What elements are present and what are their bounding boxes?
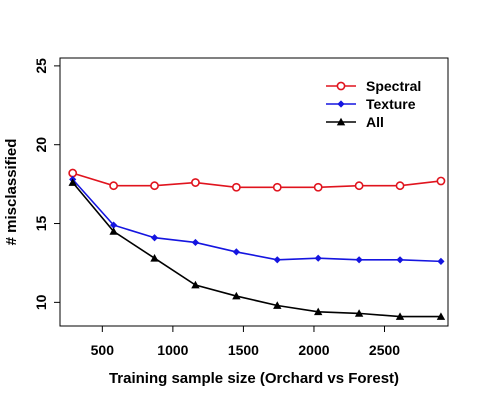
data-point-texture	[232, 248, 240, 256]
data-point-texture	[273, 256, 281, 264]
data-point-spectral	[231, 182, 241, 192]
legend-marker-all	[336, 117, 346, 126]
data-point-spectral	[272, 182, 282, 192]
data-point-all	[68, 178, 77, 186]
series-line-spectral	[72, 172, 442, 189]
x-tick-label: 2000	[298, 342, 329, 358]
legend-label-texture: Texture	[366, 96, 416, 112]
data-point-all	[273, 301, 282, 309]
data-point-texture	[110, 221, 118, 229]
data-point-all	[191, 280, 200, 289]
data-point-texture	[355, 256, 363, 264]
x-tick-label: 1500	[228, 342, 259, 358]
data-point-all	[395, 312, 405, 320]
legend-item-texture: Texture	[326, 96, 416, 112]
series-layer	[68, 168, 446, 320]
data-point-spectral	[68, 168, 78, 178]
series-all	[68, 178, 446, 320]
x-tick-label: 1000	[157, 342, 188, 358]
legend-label-all: All	[366, 114, 384, 130]
plot-frame	[59, 57, 449, 327]
data-point-all	[232, 291, 241, 300]
series-texture	[69, 175, 445, 265]
data-point-spectral	[109, 181, 119, 191]
data-point-all	[354, 309, 364, 317]
data-point-spectral	[313, 182, 323, 192]
x-tick-label: 500	[91, 342, 115, 358]
y-tick-label: 20	[33, 137, 49, 153]
series-spectral	[68, 168, 446, 192]
legend-marker-spectral	[336, 81, 346, 91]
x-tick-label: 2500	[369, 342, 400, 358]
data-point-spectral	[436, 176, 446, 186]
y-tick-label: 10	[33, 294, 49, 310]
series-line-texture	[72, 178, 441, 263]
legend-marker-texture	[337, 100, 345, 108]
data-point-texture	[396, 256, 404, 264]
data-point-texture	[437, 257, 445, 265]
y-axis: 10 15 20 25	[33, 58, 60, 310]
series-line-all	[72, 182, 441, 318]
x-axis: 500 1000 1500 2000 2500	[91, 326, 400, 358]
y-tick-label: 25	[33, 58, 49, 74]
data-point-texture	[150, 234, 159, 242]
data-point-spectral	[395, 181, 405, 191]
data-point-all	[109, 227, 118, 235]
data-point-all	[150, 254, 159, 262]
data-point-spectral	[354, 181, 364, 191]
y-tick-label: 15	[33, 216, 49, 232]
data-point-all	[436, 312, 446, 320]
data-point-spectral	[191, 178, 200, 187]
legend-item-spectral: Spectral	[326, 78, 421, 94]
x-axis-title: Training sample size (Orchard vs Forest)	[109, 370, 399, 387]
legend-item-all: All	[326, 114, 384, 130]
legend-label-spectral: Spectral	[366, 78, 421, 94]
data-point-texture	[191, 238, 200, 247]
legend: Spectral Texture All	[326, 78, 421, 130]
data-point-all	[313, 307, 323, 316]
data-point-texture	[314, 254, 322, 262]
y-axis-title: # misclassified	[3, 139, 20, 246]
data-point-spectral	[150, 181, 159, 191]
